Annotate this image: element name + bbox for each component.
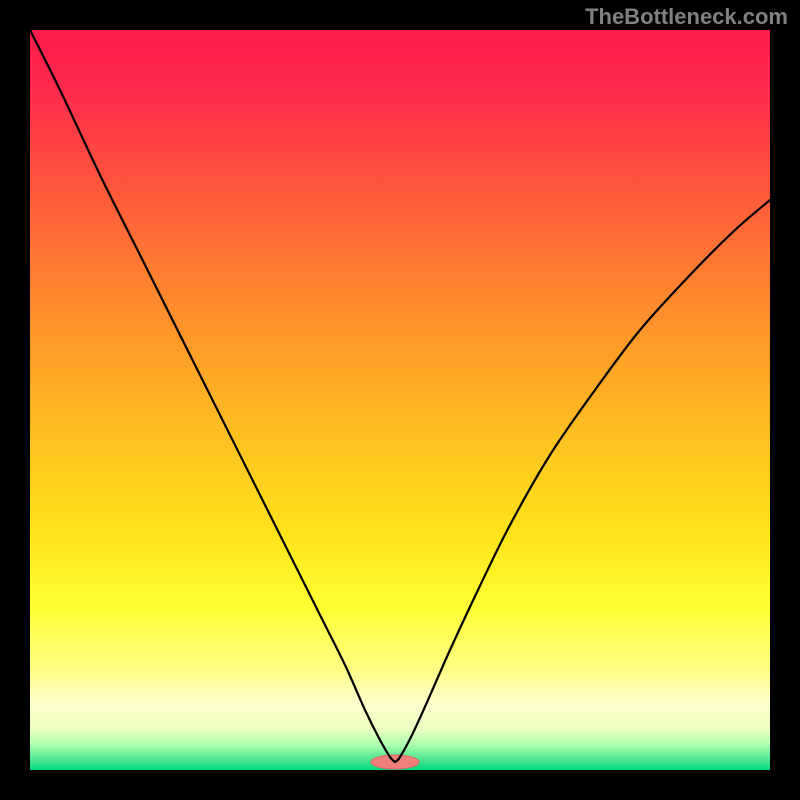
chart-background bbox=[30, 30, 770, 770]
watermark-text: TheBottleneck.com bbox=[585, 4, 788, 30]
bottleneck-chart: TheBottleneck.com bbox=[0, 0, 800, 800]
chart-canvas bbox=[0, 0, 800, 800]
